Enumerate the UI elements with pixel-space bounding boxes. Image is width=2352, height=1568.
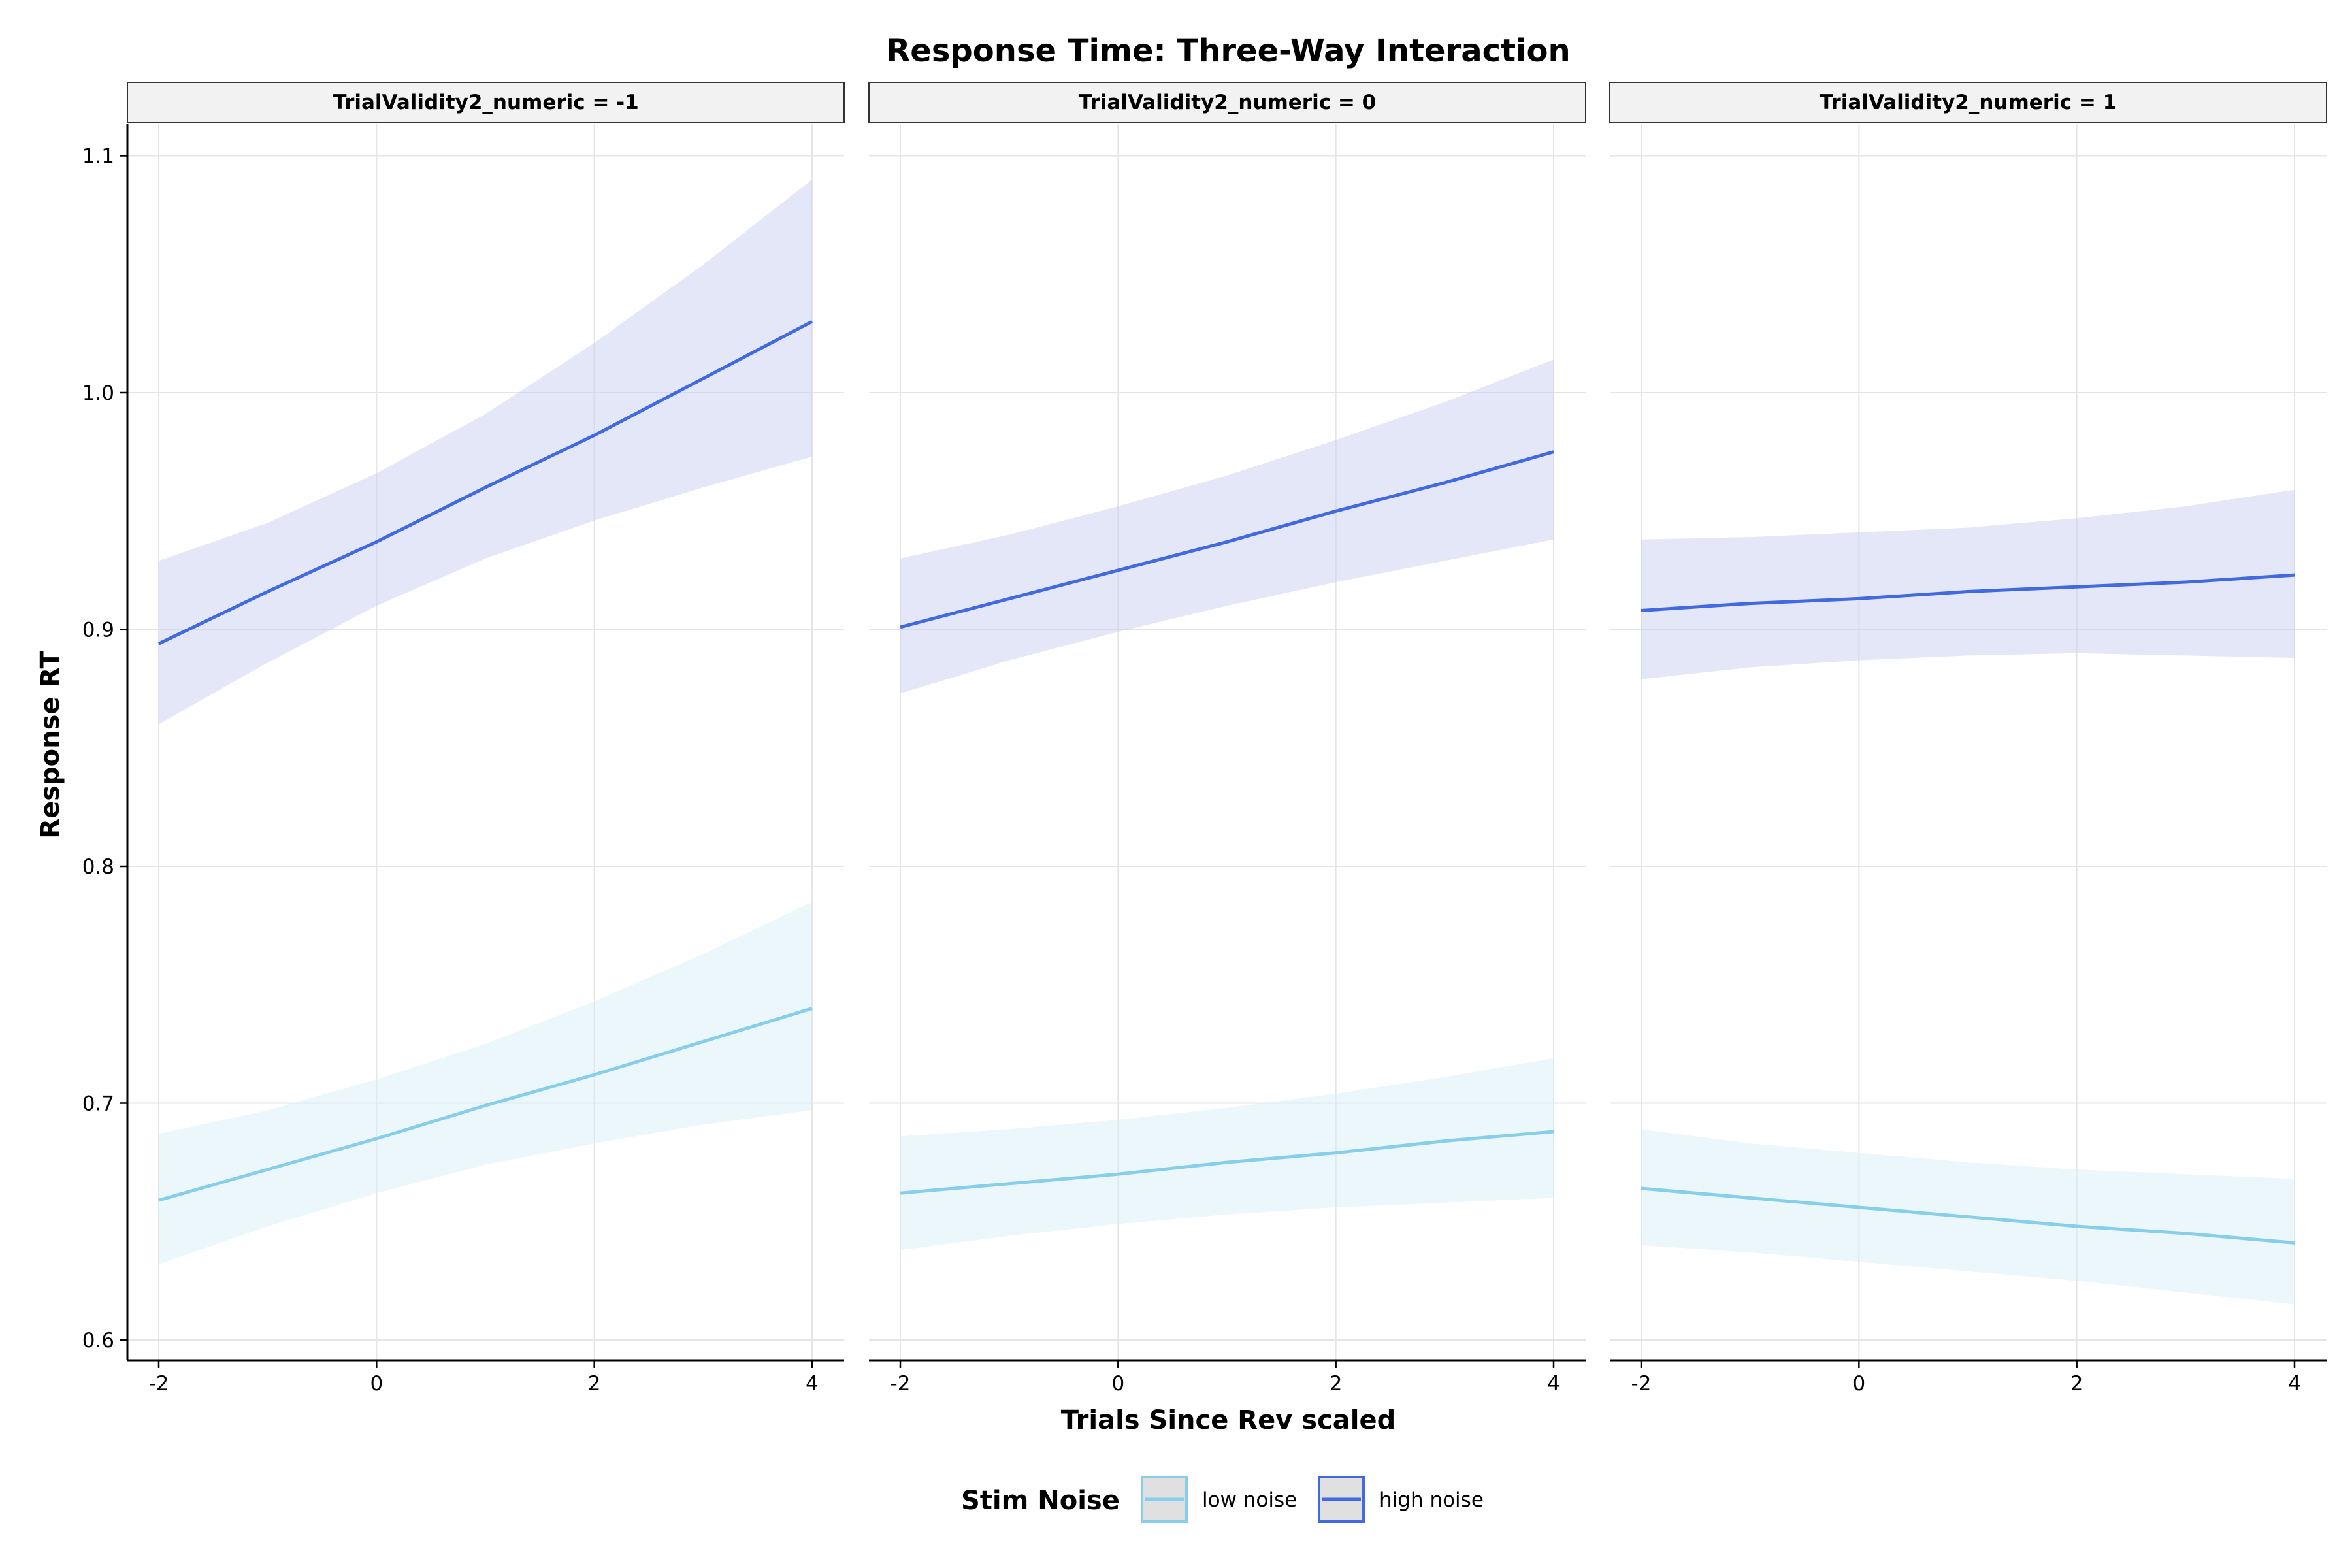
series-line-low-noise (158, 1007, 813, 1202)
x-tick-label: 4 (1547, 1372, 1560, 1396)
series-line-high-noise (900, 450, 1554, 629)
series-line-high-noise (157, 319, 813, 645)
confidence-band-low-noise (900, 1058, 1554, 1250)
panel-1: TrialValidity2_numeric = -1 -2 0 2 4 0.6 0.7 0.… (82, 82, 845, 1396)
y-tick-label: 0.9 (82, 619, 114, 642)
strip-label: TrialValidity2_numeric = 0 (1079, 91, 1376, 114)
x-tick-label: 0 (370, 1372, 383, 1396)
x-tick-label: 0 (1111, 1372, 1124, 1396)
y-tick-label: 0.6 (82, 1329, 114, 1352)
x-axis-title: Trials Since Rev scaled (1061, 1405, 1396, 1435)
x-tick-label: 4 (2288, 1372, 2301, 1396)
y-tick-label: 0.8 (82, 855, 114, 879)
panels: TrialValidity2_numeric = -1 -2 0 2 4 0.6 0.7 0.… (82, 82, 2327, 1396)
x-tick-label: 0 (1852, 1372, 1865, 1396)
x-tick-label: 2 (2070, 1372, 2083, 1396)
chart-title: Response Time: Three-Way Interaction (886, 33, 1570, 69)
legend-label: low noise (1202, 1488, 1297, 1512)
x-tick-label: 2 (1330, 1372, 1343, 1396)
confidence-band-high-noise (1641, 489, 2295, 679)
x-tick-label: 2 (588, 1372, 601, 1396)
series-line-low-noise (1641, 1186, 2295, 1245)
y-tick-label: 0.7 (82, 1092, 114, 1116)
legend-item-high-noise: high noise (1318, 1476, 1484, 1523)
legend-item-low-noise: low noise (1141, 1476, 1297, 1523)
confidence-band-high-noise (159, 179, 812, 725)
x-tick-label: -2 (1631, 1372, 1652, 1396)
strip-background (868, 82, 1586, 123)
panel-2: TrialValidity2_numeric = 0 -2 0 2 4 (868, 82, 1586, 1396)
strip-label: TrialValidity2_numeric = -1 (333, 91, 638, 114)
series-line-high-noise (1641, 573, 2295, 612)
series-line-low-noise (900, 1130, 1554, 1195)
legend-label: high noise (1379, 1488, 1484, 1512)
strip-background (1609, 82, 2327, 123)
confidence-band-low-noise (159, 902, 812, 1264)
x-tick-label: -2 (149, 1372, 169, 1396)
strip-label: TrialValidity2_numeric = 1 (1820, 91, 2117, 114)
panel-3: TrialValidity2_numeric = 1 -2 0 2 4 (1609, 82, 2327, 1396)
strip-background (127, 82, 845, 123)
x-tick-label: 4 (806, 1372, 819, 1396)
x-tick-label: -2 (890, 1372, 911, 1396)
legend-title: Stim Noise (961, 1486, 1120, 1516)
y-tick-label: 1.1 (82, 145, 114, 169)
y-axis-title: Response RT (35, 651, 65, 839)
legend: Stim Noise low noise high noise (961, 1476, 1484, 1523)
y-tick-label: 1.0 (82, 382, 114, 405)
confidence-band-high-noise (900, 359, 1554, 694)
